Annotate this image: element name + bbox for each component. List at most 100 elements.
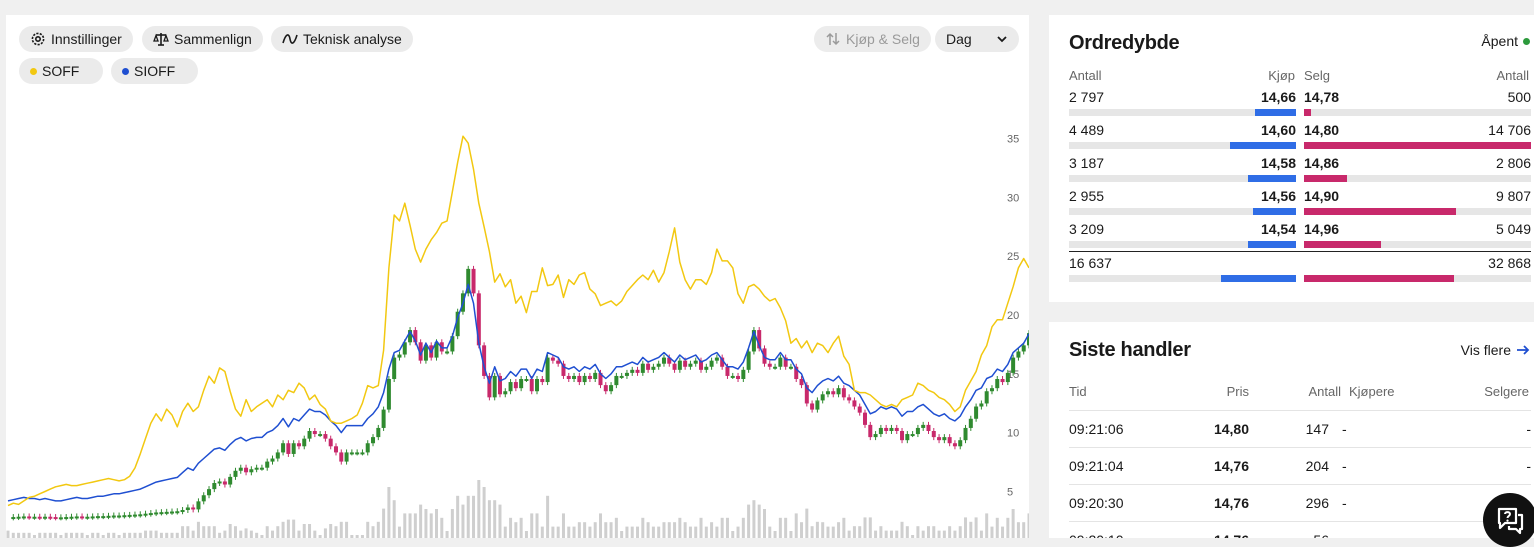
- candle-body: [312, 431, 317, 435]
- show-more-link[interactable]: Vis flere: [1461, 342, 1530, 358]
- volume-bar: [842, 517, 846, 538]
- orderbook-row[interactable]: 2 955 14,56 14,90 9 807: [1069, 188, 1531, 221]
- volume-bar: [762, 509, 766, 538]
- help-chat-button[interactable]: [1483, 493, 1534, 547]
- volume-bar: [699, 517, 703, 538]
- orderbook-row[interactable]: 4 489 14,60 14,80 14 706: [1069, 122, 1531, 155]
- period-select[interactable]: Dag: [935, 26, 1019, 52]
- volume-bar: [323, 528, 327, 538]
- candle-body: [371, 437, 376, 444]
- candle-body: [281, 443, 286, 453]
- volume-bar: [48, 532, 52, 538]
- candle-body: [291, 443, 296, 454]
- row-divider: [1069, 521, 1531, 522]
- trade-buyer: -: [1342, 495, 1347, 511]
- col-seller-header: Selgere: [1484, 384, 1529, 399]
- volume-bar: [32, 535, 36, 538]
- volume-bar: [810, 526, 814, 538]
- buy-depth-track: [1069, 142, 1296, 149]
- volume-bar: [651, 526, 655, 538]
- trade-buyer: -: [1342, 421, 1347, 437]
- candle-body: [535, 379, 540, 392]
- buy-sell-button[interactable]: Kjøp & Selg: [814, 26, 931, 52]
- candle-body: [587, 375, 592, 379]
- technical-analysis-button[interactable]: Teknisk analyse: [271, 26, 413, 52]
- orderbook-row[interactable]: 2 797 14,66 14,78 500: [1069, 89, 1531, 122]
- candle-body: [482, 345, 487, 376]
- y-tick-label: 10: [1007, 428, 1019, 440]
- candle-body: [90, 516, 95, 519]
- volume-bar: [59, 535, 63, 538]
- legend-item-soff[interactable]: SOFF: [19, 58, 103, 84]
- candle-body: [852, 400, 857, 407]
- settings-button[interactable]: Innstillinger: [19, 26, 133, 52]
- volume-bar: [128, 532, 132, 538]
- volume-bar: [366, 521, 370, 538]
- total-buy-bar: [1221, 275, 1296, 282]
- volume-bar: [101, 535, 105, 538]
- candle-body: [847, 397, 852, 401]
- volume-bar: [926, 526, 930, 538]
- volume-bar: [334, 526, 338, 538]
- candle-body: [699, 360, 704, 370]
- candle-body: [191, 507, 196, 510]
- volume-bar: [376, 521, 380, 538]
- orderbook-row[interactable]: 3 187 14,58 14,86 2 806: [1069, 155, 1531, 188]
- period-value: Dag: [946, 31, 972, 47]
- trade-qty: 204: [1305, 458, 1329, 474]
- candle-body: [222, 481, 227, 485]
- volume-bar: [641, 517, 645, 538]
- candle-body: [233, 470, 238, 477]
- candle-body: [408, 330, 413, 343]
- volume-bar: [916, 526, 920, 538]
- orderbook-title: Ordredybde: [1069, 32, 1180, 54]
- candle-body: [238, 467, 243, 471]
- legend-label: SIOFF: [134, 63, 176, 79]
- volume-bar: [265, 526, 269, 538]
- buy-depth-track: [1069, 109, 1296, 116]
- volume-bar: [514, 522, 518, 538]
- candle-body: [593, 372, 598, 379]
- volume-bar: [345, 521, 349, 538]
- volume-bar: [223, 530, 227, 538]
- sell-qty: 5 049: [1495, 221, 1531, 237]
- volume-bar: [43, 532, 47, 538]
- volume-bar: [921, 530, 925, 538]
- volume-bar: [302, 524, 306, 538]
- candle-body: [259, 467, 264, 470]
- candle-body: [196, 501, 201, 510]
- orderbook-row[interactable]: 3 209 14,54 14,96 5 049: [1069, 221, 1531, 254]
- volume-bar: [435, 509, 439, 538]
- candle-body: [603, 385, 608, 392]
- volume-bar: [868, 517, 872, 538]
- volume-bar: [948, 526, 952, 538]
- volume-bar: [212, 526, 216, 538]
- candle-body: [423, 345, 428, 361]
- candle-body: [392, 357, 397, 379]
- trade-qty: 56: [1279, 532, 1329, 538]
- candle-body: [683, 360, 688, 367]
- candle-body: [159, 512, 164, 515]
- candle-body: [635, 369, 640, 373]
- volume-bar: [942, 530, 946, 538]
- volume-bar: [815, 521, 819, 538]
- volume-bar: [371, 526, 375, 538]
- candle-body: [910, 434, 915, 437]
- trade-time: 09:20:10: [1069, 532, 1124, 538]
- candle-body: [550, 357, 555, 361]
- compare-button[interactable]: Sammenlign: [142, 26, 263, 52]
- buy-depth-bar: [1230, 142, 1296, 149]
- candle-body: [1021, 345, 1026, 352]
- candle-body: [974, 406, 979, 419]
- volume-bar: [784, 517, 788, 538]
- candle-body: [873, 434, 878, 438]
- trade-price: 14,76: [1213, 495, 1249, 511]
- candle-body: [825, 391, 830, 395]
- volume-bar: [133, 532, 137, 538]
- buy-price: 14,56: [1260, 188, 1296, 204]
- volume-bar: [487, 500, 491, 538]
- volume-bar: [535, 513, 539, 538]
- candle-body: [95, 516, 100, 519]
- legend-item-sioff[interactable]: SIOFF: [111, 58, 198, 84]
